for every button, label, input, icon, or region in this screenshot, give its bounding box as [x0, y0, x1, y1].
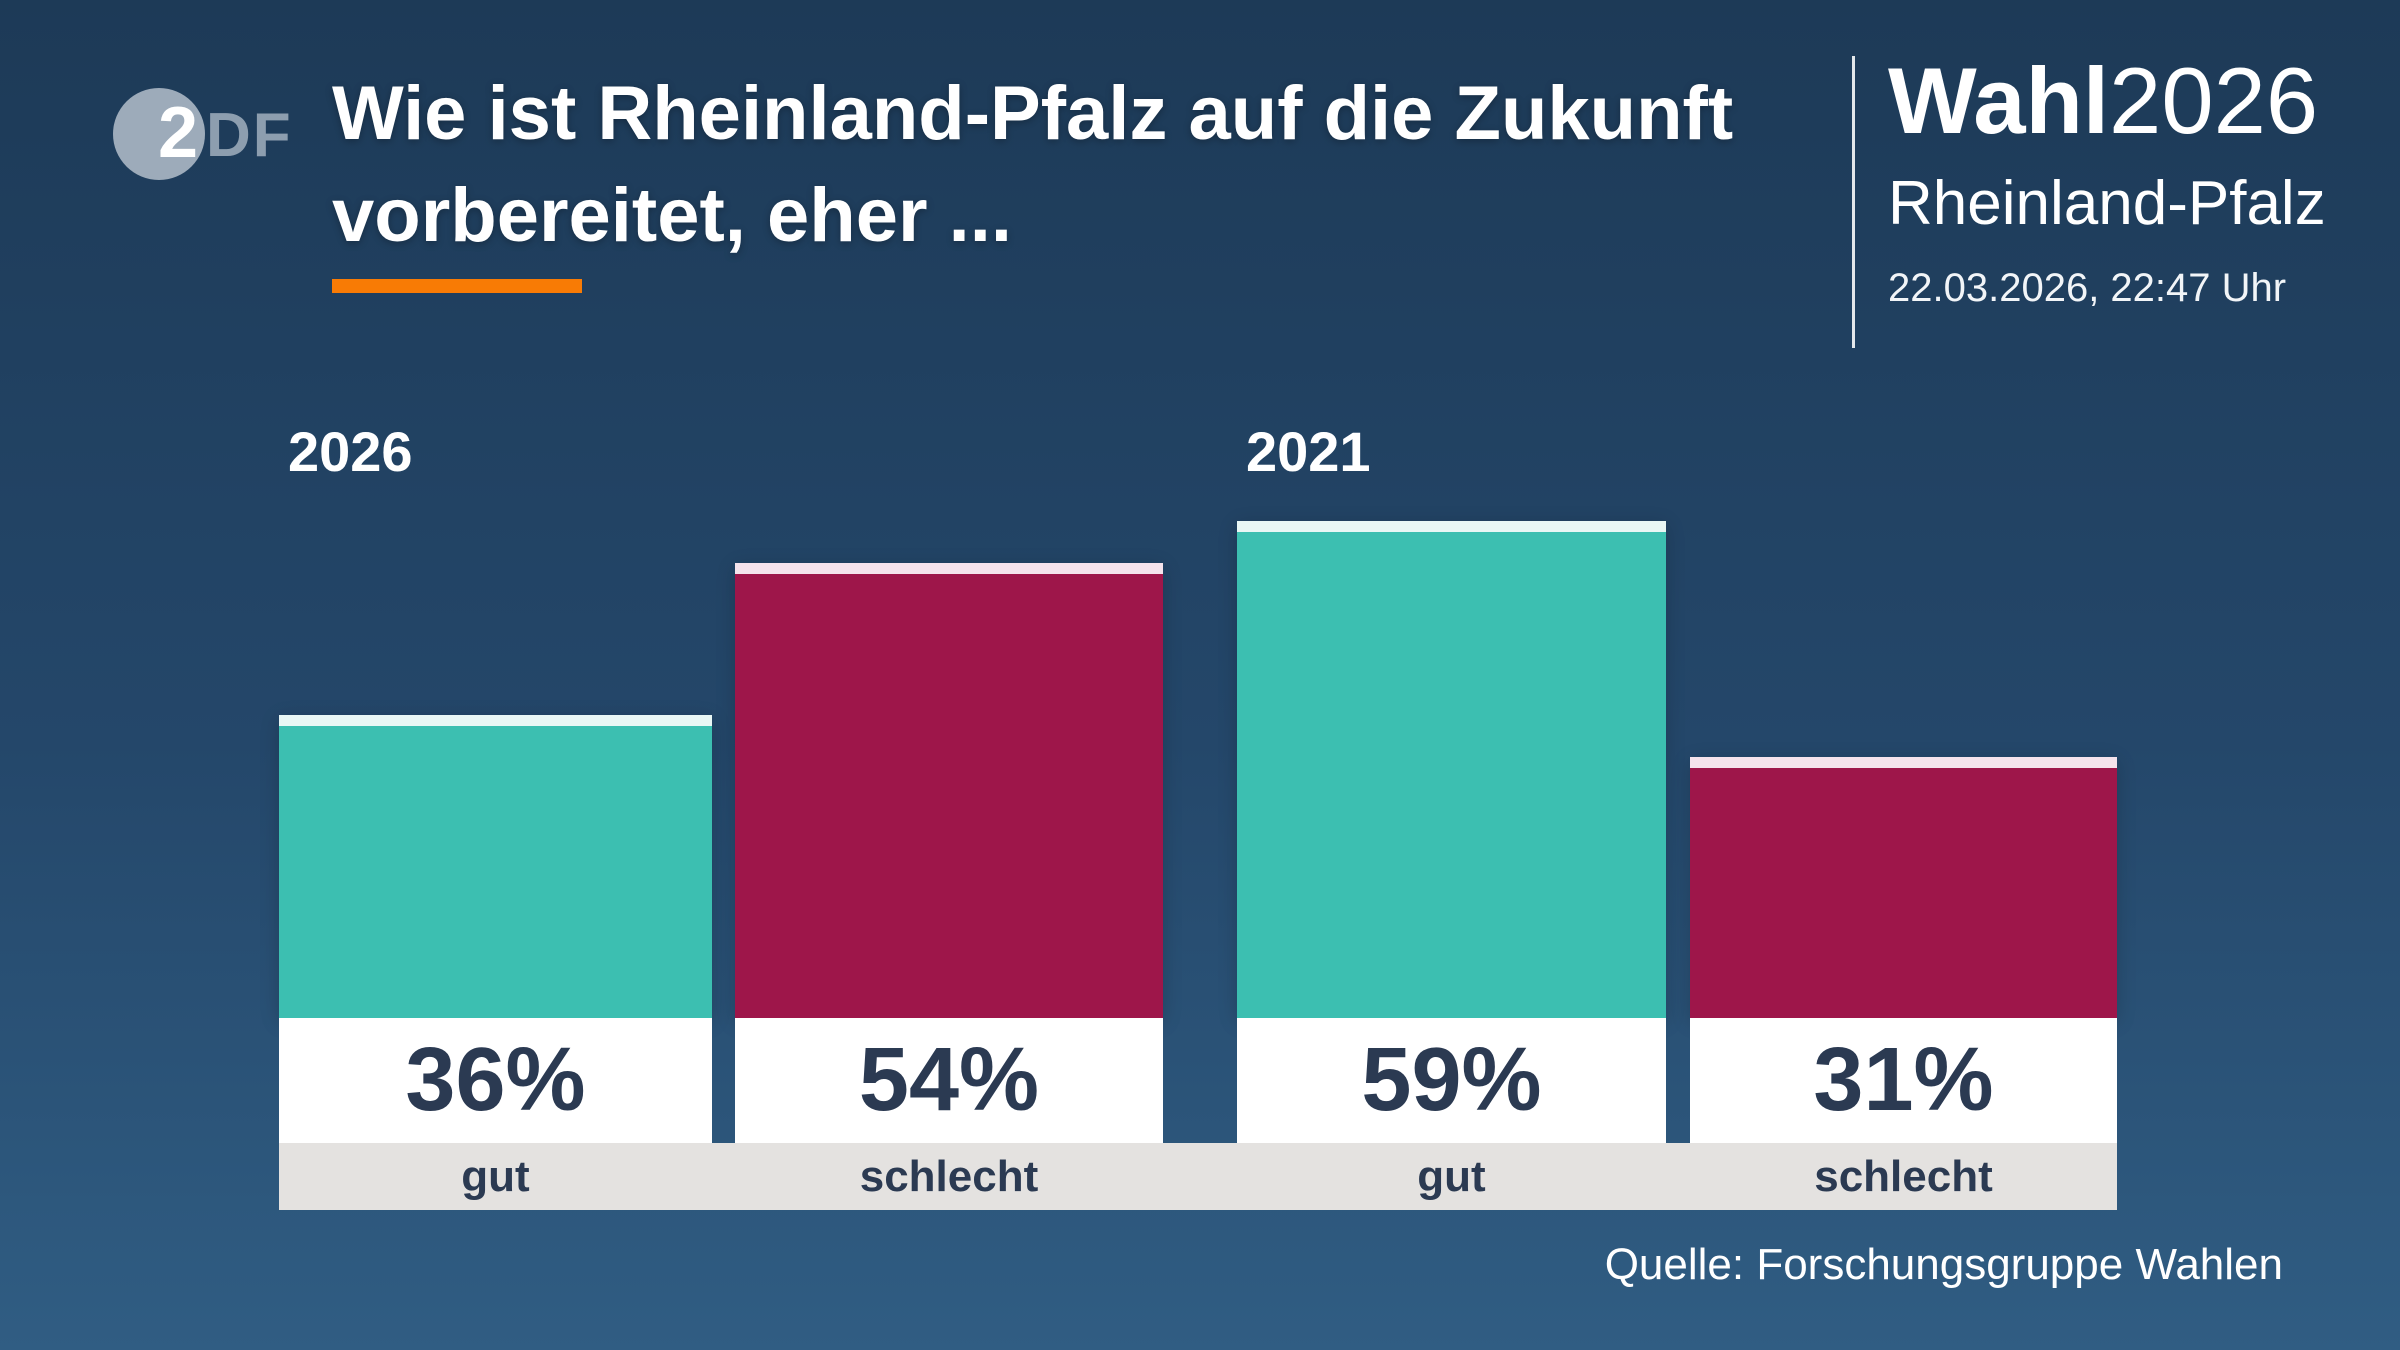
page-title-line2: vorbereitet, eher ... [332, 173, 1013, 258]
value-label: 54% [858, 1030, 1040, 1130]
bar-column-2021-schlecht: 31% schlecht [1690, 0, 2117, 1210]
zdf-logo: 2 DF [110, 86, 310, 186]
value-label: 59% [1361, 1030, 1542, 1130]
bar-column-2026-schlecht: 54% schlecht [735, 0, 1163, 1210]
category-label: gut [461, 1151, 530, 1201]
bar-fill [1237, 521, 1666, 1018]
value-box: 54% [735, 1018, 1163, 1143]
bar-fill [735, 563, 1163, 1018]
zdf-logo-df: DF [206, 101, 293, 170]
bar-column-2021-gut: 59% gut [1237, 0, 1666, 1210]
bar-cap [1237, 521, 1666, 532]
value-box: 31% [1690, 1018, 2117, 1143]
brand-title-bold: Wahl [1888, 48, 2110, 153]
bar-cap [735, 563, 1163, 574]
brand-region: Rheinland-Pfalz [1888, 169, 2326, 238]
brand-datetime: 22.03.2026, 22:47 Uhr [1888, 266, 2287, 310]
brand-title: Wahl2026 [1888, 50, 2326, 152]
page-title-line1: Wie ist Rheinland-Pfalz auf die Zukunft [332, 71, 1734, 156]
category-label: gut [1417, 1151, 1486, 1201]
source-credit: Quelle: Forschungsgruppe Wahlen [1604, 1240, 2283, 1289]
bar-cap [279, 715, 712, 726]
value-label: 36% [405, 1030, 586, 1130]
group-label-2021: 2021 [1246, 420, 1371, 483]
bar-fill [279, 715, 712, 1018]
page-title: Wie ist Rheinland-Pfalz auf die Zukunft … [332, 63, 1733, 267]
title-underline [332, 279, 582, 293]
group-label-2026: 2026 [288, 420, 413, 483]
header-divider [1852, 56, 1855, 348]
value-box: 36% [279, 1018, 712, 1143]
category-axis-strip [279, 1143, 2117, 1210]
bar-column-2026-gut: 36% gut [279, 0, 712, 1210]
brand-title-year: 2026 [2109, 48, 2319, 153]
value-label: 31% [1813, 1030, 1994, 1130]
zdf-logo-2: 2 [158, 93, 199, 173]
category-label: schlecht [859, 1151, 1039, 1201]
bar-fill [1690, 757, 2117, 1018]
category-label: schlecht [1814, 1151, 1993, 1201]
zdf-logo-circle [113, 88, 205, 180]
brand-block: Wahl2026 Rheinland-Pfalz 22.03.2026, 22:… [1888, 50, 2326, 312]
bar-cap [1690, 757, 2117, 768]
value-box: 59% [1237, 1018, 1666, 1143]
